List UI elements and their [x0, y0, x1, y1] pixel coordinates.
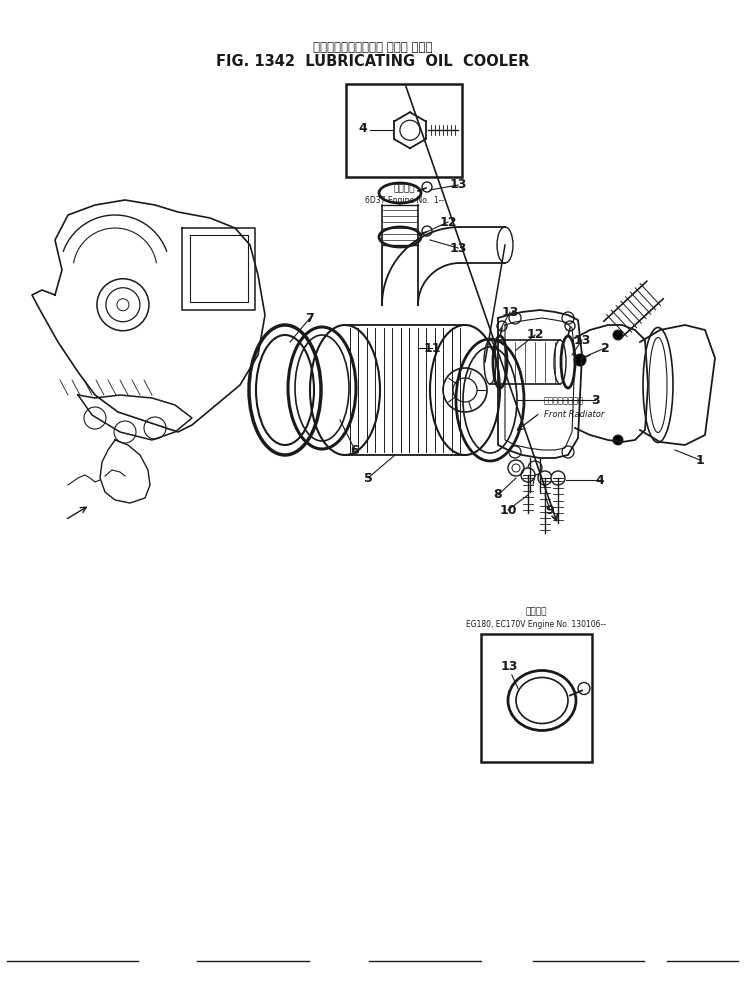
Text: FIG. 1342  LUBRICATING  OIL  COOLER: FIG. 1342 LUBRICATING OIL COOLER — [216, 54, 529, 70]
Bar — [346, 84, 462, 177]
Text: 6: 6 — [351, 443, 359, 456]
Circle shape — [574, 354, 586, 366]
Text: 4: 4 — [595, 474, 604, 487]
Text: 3: 3 — [591, 393, 599, 407]
Text: 13: 13 — [501, 660, 518, 672]
Text: 13: 13 — [449, 242, 466, 255]
Text: 10: 10 — [499, 503, 517, 516]
Bar — [481, 634, 592, 762]
Text: 12: 12 — [526, 328, 544, 341]
Circle shape — [551, 471, 565, 485]
Text: 9: 9 — [545, 503, 554, 516]
Text: 2: 2 — [600, 341, 609, 355]
Text: 12: 12 — [440, 215, 457, 228]
Text: 1: 1 — [696, 453, 704, 467]
Text: 8: 8 — [494, 489, 502, 501]
Text: Front Radiator: Front Radiator — [544, 410, 604, 420]
Circle shape — [538, 471, 552, 485]
Text: 5: 5 — [364, 472, 372, 485]
Circle shape — [613, 435, 623, 445]
Text: 適用号機: 適用号機 — [526, 607, 547, 616]
Text: 7: 7 — [305, 312, 314, 324]
Text: 適用号機: 適用号機 — [393, 185, 415, 194]
Text: 6D37 Engine No.  1--: 6D37 Engine No. 1-- — [364, 197, 444, 205]
Text: 13: 13 — [449, 179, 466, 192]
Text: 13: 13 — [501, 306, 519, 318]
Text: 4: 4 — [358, 122, 367, 136]
Text: 11: 11 — [423, 341, 441, 355]
Text: ラジエーターから: ラジエーターから — [544, 396, 584, 406]
Text: 13: 13 — [574, 333, 591, 346]
Circle shape — [613, 330, 623, 340]
Text: EG180, EC170V Engine No. 130106--: EG180, EC170V Engine No. 130106-- — [466, 619, 606, 628]
Circle shape — [521, 468, 535, 482]
Text: ルーブリケーティング オイル クーラ: ルーブリケーティング オイル クーラ — [313, 40, 432, 54]
